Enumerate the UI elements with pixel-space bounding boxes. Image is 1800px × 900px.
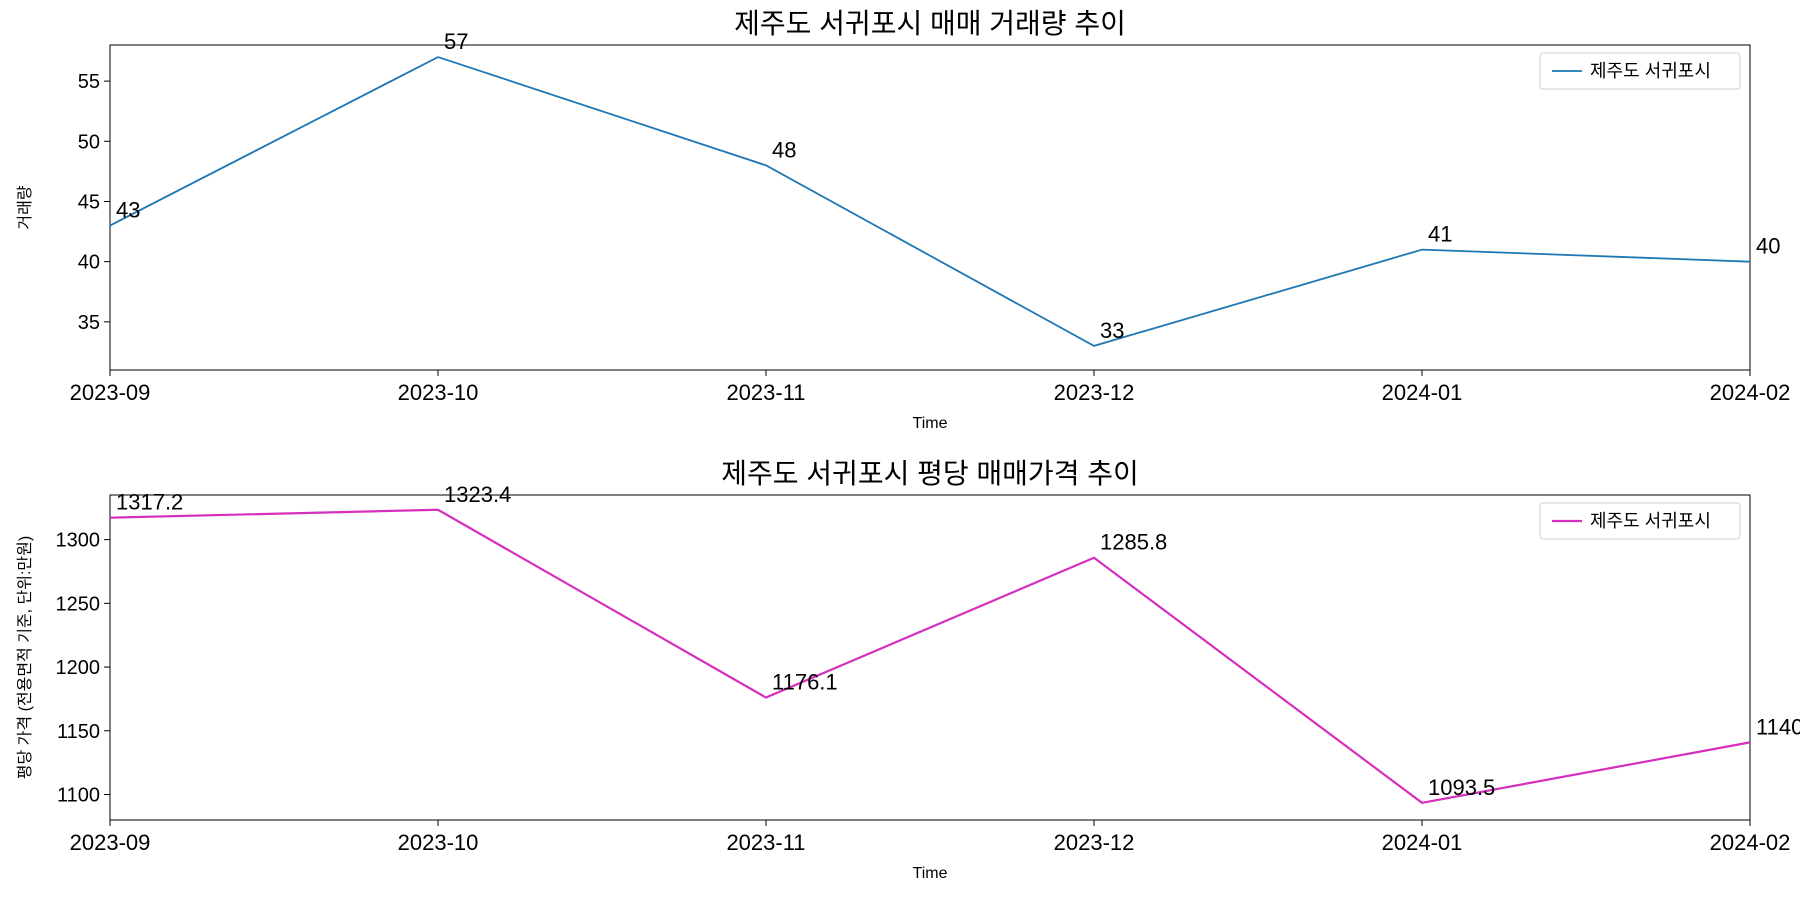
value-label: 41: [1428, 222, 1452, 247]
chart-bottom-svg: 1100 1150 1200 1250 1300 2023-09 2023-10 2023-1…: [0, 450, 1800, 900]
ytick-label: 1100: [57, 785, 100, 807]
chart-title: 제주도 서귀포시 매매 거래량 추이: [734, 8, 1126, 39]
xtick-label: 2023-09: [70, 380, 151, 405]
value-label: 48: [772, 137, 796, 162]
xtick-label: 2023-12: [1054, 380, 1135, 405]
xtick-label: 2024-01: [1382, 380, 1463, 405]
chart-bottom: 1100 1150 1200 1250 1300 2023-09 2023-10 2023-1…: [0, 450, 1800, 900]
ytick-label: 50: [78, 131, 100, 153]
value-label: 33: [1100, 318, 1124, 343]
data-line: [110, 57, 1750, 346]
xtick-label: 2024-02: [1710, 830, 1791, 855]
xtick-label: 2023-11: [726, 830, 805, 855]
ytick-label: 1250: [56, 593, 101, 615]
value-label: 40: [1756, 234, 1780, 259]
xtick-label: 2023-10: [398, 830, 479, 855]
xtick-label: 2024-02: [1710, 380, 1791, 405]
xtick-label: 2024-01: [1382, 830, 1463, 855]
x-axis-label: Time: [913, 415, 948, 432]
legend-label: 제주도 서귀포시: [1590, 511, 1711, 531]
ytick-label: 1300: [56, 530, 101, 552]
ytick-label: 55: [78, 71, 100, 93]
value-label: 1285.8: [1100, 530, 1167, 555]
ytick-label: 40: [78, 252, 100, 274]
chart-top-svg: 35 40 45 50 55 2023-09 2023-10 2023-11 2023-12 20…: [0, 0, 1800, 450]
y-axis-label: 평당 가격 (전용면적 기준, 단위:만원): [16, 536, 34, 779]
value-label: 1317.2: [116, 490, 183, 515]
ytick-label: 1150: [57, 721, 100, 743]
data-line: [110, 510, 1750, 803]
xtick-label: 2023-09: [70, 830, 151, 855]
legend-label: 제주도 서귀포시: [1590, 61, 1711, 81]
chart-top: 35 40 45 50 55 2023-09 2023-10 2023-11 2023-12 20…: [0, 0, 1800, 450]
xtick-label: 2023-10: [398, 380, 479, 405]
ytick-label: 35: [78, 312, 100, 334]
value-label: 1323.4: [444, 482, 511, 507]
ytick-label: 45: [78, 191, 100, 213]
y-axis-label: 거래량: [16, 185, 34, 229]
chart-title: 제주도 서귀포시 평당 매매가격 추이: [721, 458, 1139, 489]
value-label: 43: [116, 198, 140, 223]
xtick-label: 2023-12: [1054, 830, 1135, 855]
value-label: 57: [444, 29, 468, 54]
value-label: 1093.5: [1428, 775, 1495, 800]
value-label: 1176.1: [772, 670, 838, 695]
x-axis-label: Time: [913, 865, 948, 882]
value-label: 1140.9: [1756, 714, 1800, 739]
ytick-label: 1200: [56, 657, 101, 679]
xtick-label: 2023-11: [726, 380, 805, 405]
